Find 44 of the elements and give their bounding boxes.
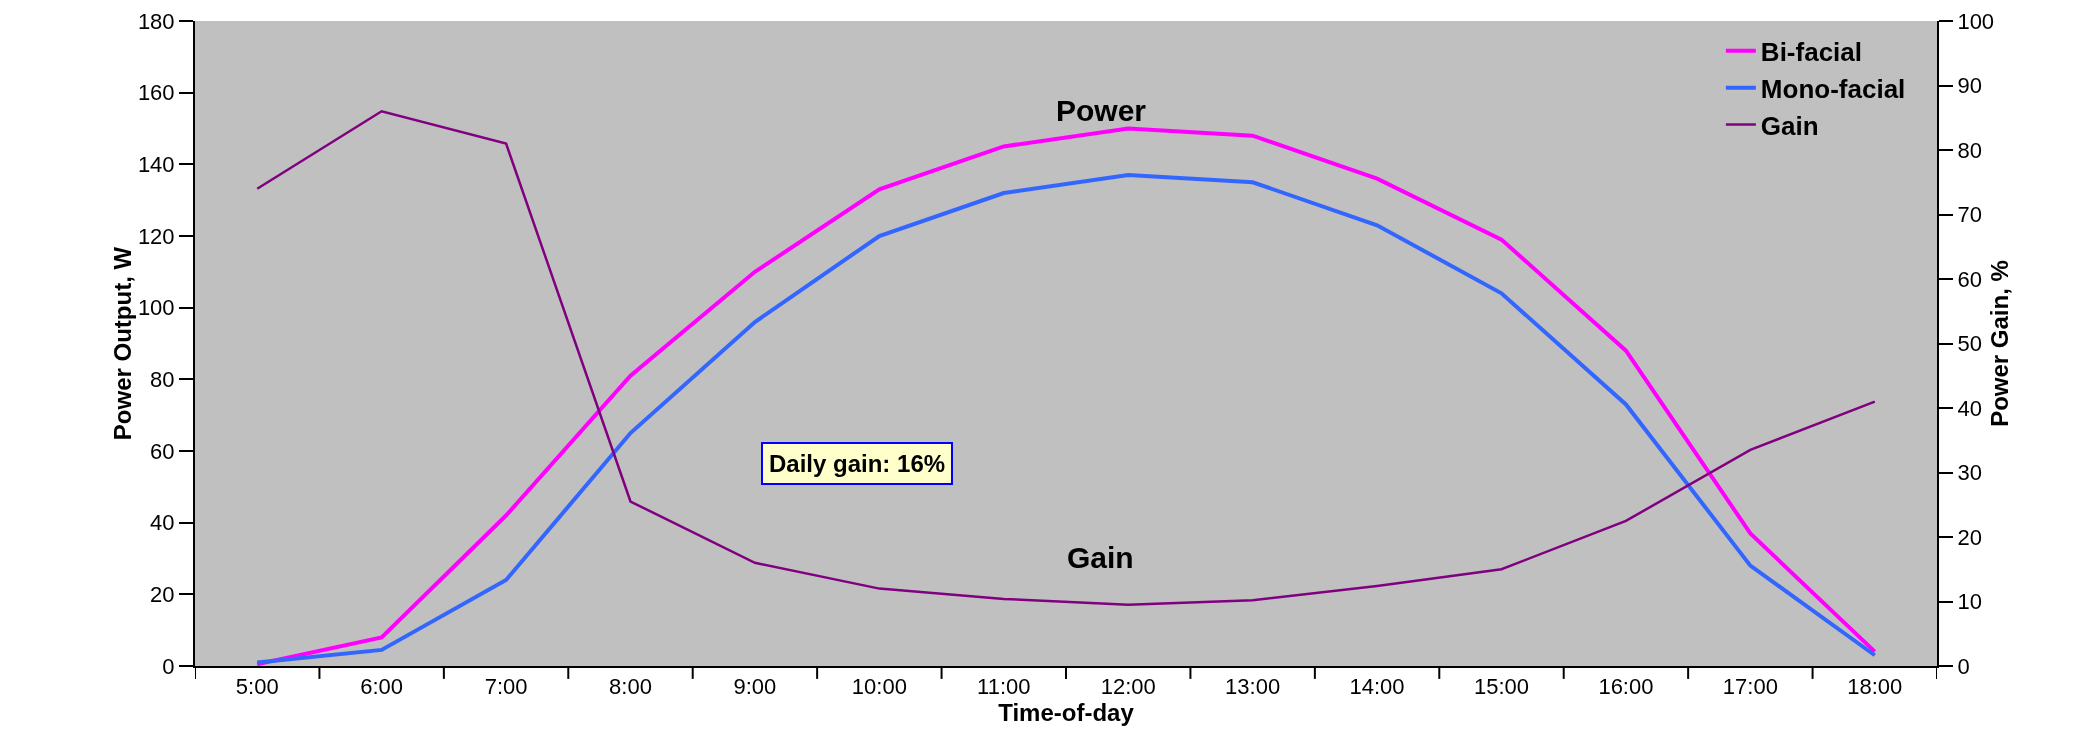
- y-tick-label: 20: [150, 582, 175, 608]
- y2-tick-label: 40: [1957, 395, 1982, 421]
- y-axis-title: Power Output, W: [108, 246, 136, 441]
- y2-tick-label: 0: [1957, 653, 1970, 679]
- x-tick-label: 12:00: [1100, 674, 1156, 700]
- x-tick-label: 15:00: [1473, 674, 1530, 700]
- y2-tick-label: 90: [1957, 73, 1982, 99]
- x-tick-label: 10:00: [851, 674, 907, 700]
- y-tick-label: 80: [150, 367, 175, 393]
- x-tick-label: 9:00: [733, 674, 777, 700]
- x-axis-title: Time-of-day: [998, 699, 1135, 727]
- x-tick-label: 13:00: [1225, 674, 1281, 700]
- y-tick-label: 40: [150, 510, 175, 536]
- y2-tick-label: 10: [1957, 589, 1982, 615]
- y2-tick-label: 80: [1957, 137, 1982, 163]
- y2-tick-label: 30: [1957, 460, 1982, 486]
- y-tick-label: 60: [150, 438, 175, 464]
- x-tick-label: 8:00: [609, 674, 652, 700]
- y2-tick-label: 20: [1957, 524, 1982, 550]
- y2-tick-label: 50: [1957, 331, 1982, 357]
- legend-label: Mono-facial: [1760, 73, 1906, 104]
- y-tick-label: 140: [137, 152, 175, 178]
- legend-label: Bi-facial: [1760, 36, 1863, 67]
- y2-tick-label: 60: [1957, 266, 1982, 292]
- y-tick-label: 100: [137, 295, 175, 321]
- y-tick-label: 0: [162, 653, 175, 679]
- x-tick-label: 11:00: [977, 674, 1031, 700]
- x-tick-label: 17:00: [1722, 674, 1778, 700]
- x-tick-label: 16:00: [1598, 674, 1654, 700]
- annotation: Gain: [1067, 541, 1134, 574]
- y2-tick-label: 100: [1957, 8, 1995, 34]
- x-tick-label: 18:00: [1847, 674, 1903, 700]
- annotation: Power: [1056, 94, 1147, 127]
- y2-tick-label: 70: [1957, 202, 1982, 228]
- x-tick-label: 5:00: [235, 674, 279, 700]
- x-tick-label: 14:00: [1349, 674, 1405, 700]
- annotation: Daily gain: 16%: [769, 450, 946, 477]
- x-tick-label: 7:00: [484, 674, 528, 700]
- y-tick-label: 160: [137, 80, 175, 106]
- y-tick-label: 120: [137, 223, 175, 249]
- y-tick-label: 180: [137, 8, 175, 34]
- x-tick-label: 6:00: [360, 674, 404, 700]
- legend-label: Gain: [1760, 110, 1819, 141]
- y2-axis-title: Power Gain, %: [1986, 260, 2013, 427]
